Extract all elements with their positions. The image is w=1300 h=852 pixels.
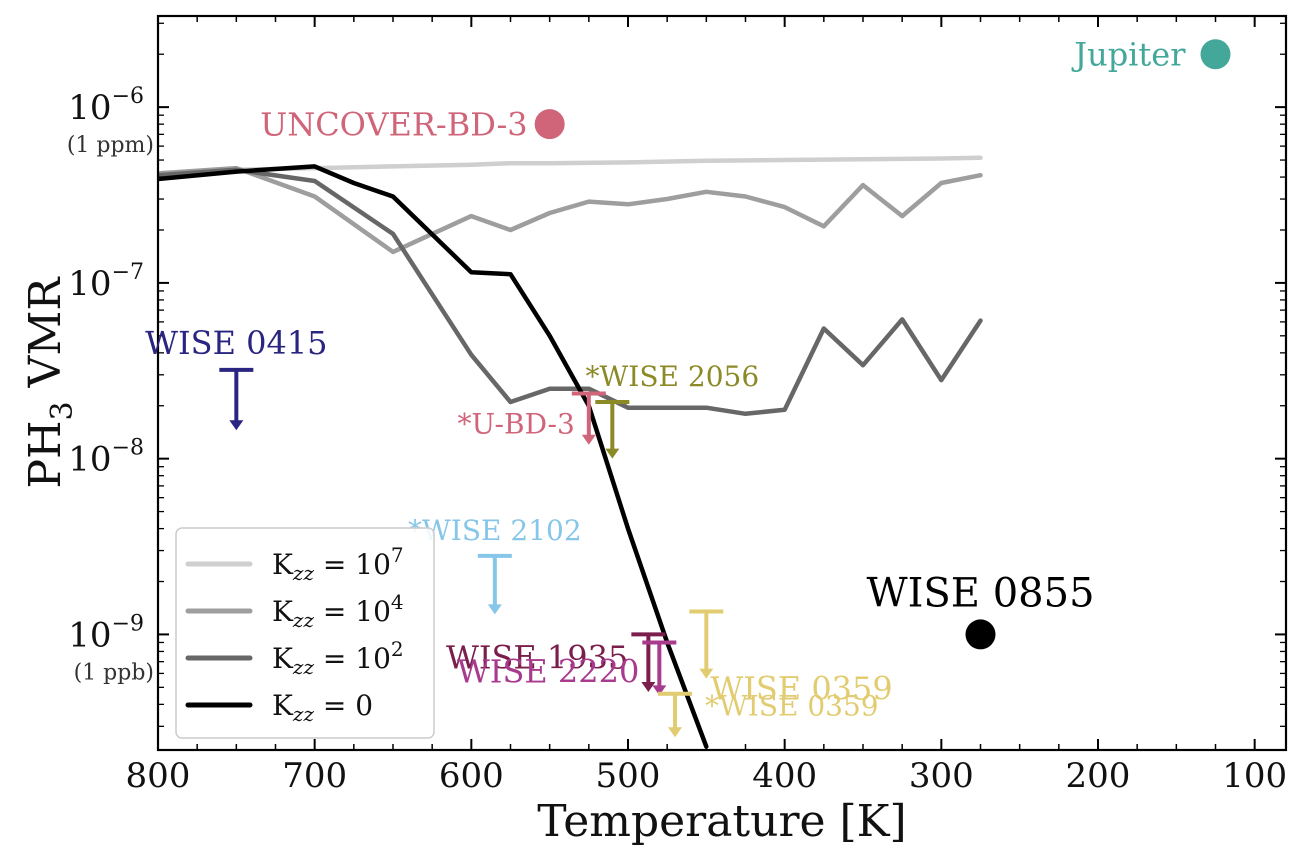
x-tick-label: 300	[909, 756, 974, 796]
series-line-3	[158, 164, 709, 749]
limit-arrow-9	[699, 668, 714, 679]
y-axis-title-sub: 3	[45, 401, 80, 420]
series-line-2	[158, 167, 983, 417]
measurement-label-1: UNCOVER-BD-3	[260, 105, 527, 143]
label-layer: 800 700 600 500 400 300 200 100 10−6 (1 ppm) 10−7 1…	[67, 35, 1287, 796]
plot-frame	[156, 14, 1288, 752]
measurement-label-5: *U-BD-3	[457, 407, 574, 440]
measurement-label-6: *WISE 2102	[408, 514, 582, 547]
measurement-label-2: WISE 0855	[866, 570, 1094, 616]
y-axis-title-rest: VMR	[20, 276, 71, 402]
legend-box	[175, 527, 435, 739]
measurement-label-4: *WISE 2056	[586, 360, 760, 393]
limit-arrow-10	[668, 727, 682, 738]
measurement-label-9: WISE 0359	[710, 670, 892, 708]
x-axis-title: Temperature [K]	[537, 796, 906, 847]
y-tick-label: 10−7	[68, 260, 144, 304]
limit-arrow-4	[605, 448, 620, 459]
y-tick-label: 10−8	[68, 436, 144, 480]
x-tick-label: 100	[1222, 756, 1287, 796]
measurement-label-7: WISE 1935	[446, 638, 628, 676]
legend: Kzz = 107 Kzz = 104 Kzz = 102 Kzz = 0	[175, 527, 435, 739]
legend-label-2: Kzz = 102	[272, 637, 404, 679]
limit-arrow-5	[581, 434, 596, 445]
measurement-point-1	[534, 109, 565, 140]
y-tick-label: 10−6	[68, 84, 144, 128]
tick-layer	[157, 16, 1286, 750]
limit-arrow-7	[641, 682, 656, 693]
measurement-point-0	[1200, 39, 1231, 70]
legend-label-3: Kzz = 0	[272, 689, 373, 726]
limit-arrow-6	[487, 604, 502, 615]
y-axis-title: PH3 VMR	[20, 276, 80, 489]
marker-layer	[219, 39, 1231, 738]
x-tick-label: 700	[282, 756, 347, 796]
x-tick-label: 500	[596, 756, 661, 796]
y-tick-sublabel: (1 ppb)	[74, 660, 154, 685]
x-tick-label: 200	[1066, 756, 1131, 796]
series-line-1	[158, 165, 983, 255]
limit-arrow-8	[652, 685, 667, 696]
limit-arrow-3	[229, 420, 244, 431]
x-tick-label: 400	[752, 756, 817, 796]
x-tick-label: 800	[126, 756, 191, 796]
y-tick-label: 10−9	[68, 611, 144, 655]
legend-label-1: Kzz = 104	[272, 590, 404, 632]
x-tick-label: 600	[439, 756, 504, 796]
measurement-label-0: Jupiter	[1071, 35, 1186, 73]
series-layer	[158, 155, 983, 749]
measurement-point-2	[965, 619, 996, 650]
y-tick-sublabel: (1 ppm)	[67, 133, 154, 158]
legend-label-0: Kzz = 107	[272, 543, 404, 585]
measurement-label-3: WISE 0415	[145, 324, 327, 362]
series-line-0	[158, 155, 983, 176]
measurement-label-10: *WISE 0359	[705, 690, 879, 723]
y-axis-title-main: PH	[20, 421, 71, 489]
measurement-label-8: WISE 2220	[457, 652, 639, 690]
